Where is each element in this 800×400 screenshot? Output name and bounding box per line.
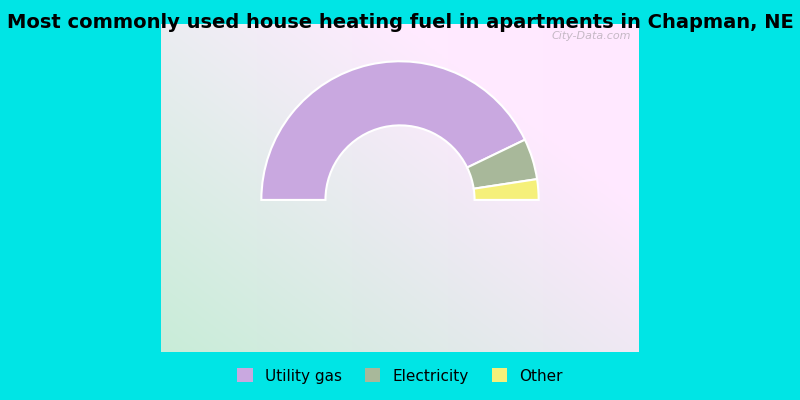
Legend: Utility gas, Electricity, Other: Utility gas, Electricity, Other xyxy=(230,361,570,391)
Wedge shape xyxy=(467,140,537,189)
Text: Most commonly used house heating fuel in apartments in Chapman, NE: Most commonly used house heating fuel in… xyxy=(6,12,794,32)
Wedge shape xyxy=(262,61,525,200)
Text: City-Data.com: City-Data.com xyxy=(551,32,631,42)
Wedge shape xyxy=(474,179,538,200)
